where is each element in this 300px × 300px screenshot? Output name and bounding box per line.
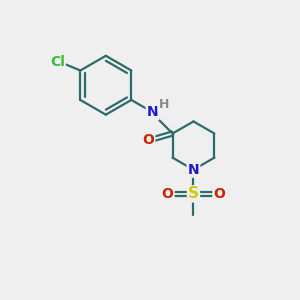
Text: N: N (188, 163, 199, 177)
Text: S: S (188, 186, 199, 201)
Text: O: O (162, 187, 173, 201)
Text: N: N (147, 105, 158, 119)
Text: H: H (158, 98, 169, 111)
Text: O: O (213, 187, 225, 201)
Text: Cl: Cl (50, 55, 65, 69)
Text: O: O (142, 133, 154, 147)
